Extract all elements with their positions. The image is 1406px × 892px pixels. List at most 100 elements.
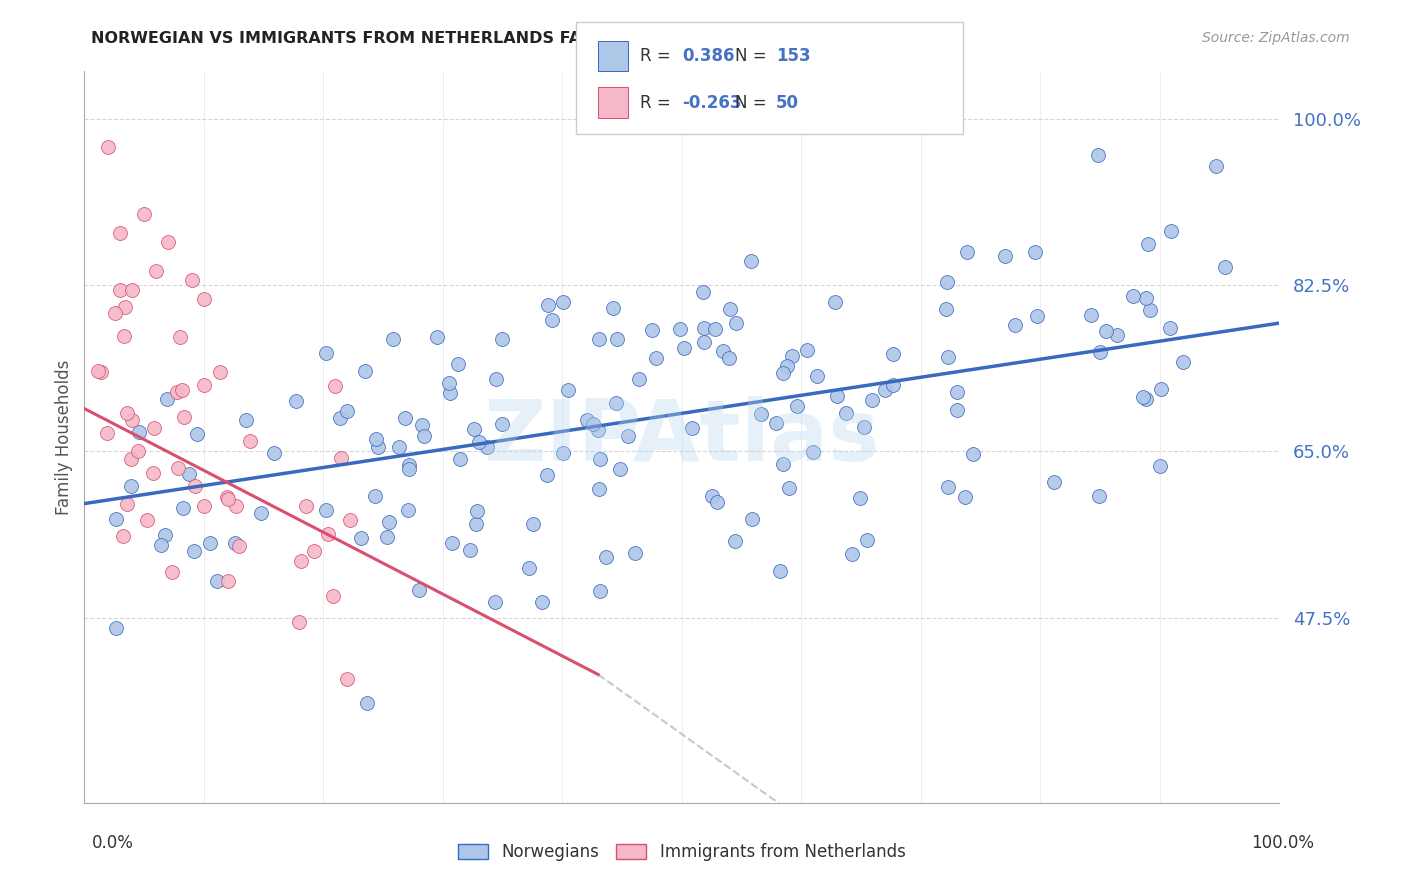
Point [541,313,564,327]
Point [120,479,142,493]
Point [835,406,858,420]
Point [780,349,803,363]
Point [825,389,848,403]
Point [325,379,347,393]
Point [375,530,398,544]
Point [873,384,896,398]
Point [339,513,361,527]
Text: NORWEGIAN VS IMMIGRANTS FROM NETHERLANDS FAMILY HOUSEHOLDS CORRELATION CHART: NORWEGIAN VS IMMIGRANTS FROM NETHERLANDS… [91,31,950,46]
Point [217,491,239,506]
Point [589,451,612,466]
Text: N =: N = [735,94,772,112]
Point [1136,236,1159,251]
Point [396,503,419,517]
Point [105,621,128,635]
Point [288,615,311,630]
Point [121,283,143,297]
Point [1026,310,1049,324]
Point [349,531,371,545]
Point [536,467,558,482]
Point [111,529,134,543]
Point [724,534,747,549]
Point [856,533,879,547]
Point [725,316,748,330]
Point [90,365,112,379]
Point [491,332,513,346]
Point [776,359,799,373]
Point [115,497,138,511]
Point [586,423,609,437]
Point [935,302,957,317]
Point [367,440,389,454]
Point [786,399,808,413]
Point [464,516,486,531]
Point [711,343,734,358]
Point [853,420,876,434]
Point [284,394,307,409]
Point [589,583,612,598]
Y-axis label: Family Households: Family Households [55,359,73,515]
Point [595,550,617,565]
Point [1135,291,1157,305]
Point [112,329,135,343]
Point [860,393,883,408]
Text: 153: 153 [776,47,811,65]
Point [235,413,257,427]
Point [1149,458,1171,473]
Point [336,673,359,687]
Point [882,347,904,361]
Text: ZIPAtlas: ZIPAtlas [484,395,880,479]
Point [551,446,574,460]
Text: 50: 50 [776,94,799,112]
Point [198,536,221,550]
Point [412,429,434,443]
Point [215,490,238,504]
Point [398,458,420,473]
Point [329,411,352,425]
Point [114,300,136,314]
Point [796,343,818,357]
Point [1132,390,1154,404]
Point [1213,260,1236,275]
Point [557,383,579,397]
Point [1088,345,1111,359]
Point [673,341,696,355]
Point [193,499,215,513]
Point [411,417,433,432]
Point [484,594,506,608]
Point [315,346,337,360]
Point [128,425,150,439]
Point [1135,392,1157,406]
Legend: Norwegians, Immigrants from Netherlands: Norwegians, Immigrants from Netherlands [451,837,912,868]
Point [522,516,544,531]
Text: -0.263: -0.263 [682,94,741,112]
Point [193,377,215,392]
Point [1171,355,1194,369]
Point [388,440,411,454]
Point [110,226,132,240]
Point [356,696,378,710]
Point [1205,159,1227,173]
Point [120,451,142,466]
Point [1087,148,1109,162]
Point [408,582,430,597]
Point [193,293,215,307]
Point [693,335,716,350]
Point [463,422,485,436]
Point [329,450,352,465]
Point [602,301,624,315]
Point [1087,489,1109,503]
Point [641,323,664,337]
Point [398,462,420,476]
Point [439,385,461,400]
Point [336,404,359,418]
Point [768,565,790,579]
Point [167,460,190,475]
Text: Source: ZipAtlas.com: Source: ZipAtlas.com [1202,31,1350,45]
Text: R =: R = [640,94,676,112]
Point [172,501,194,516]
Point [575,413,598,427]
Point [669,322,692,336]
Point [110,283,132,297]
Point [824,294,846,309]
